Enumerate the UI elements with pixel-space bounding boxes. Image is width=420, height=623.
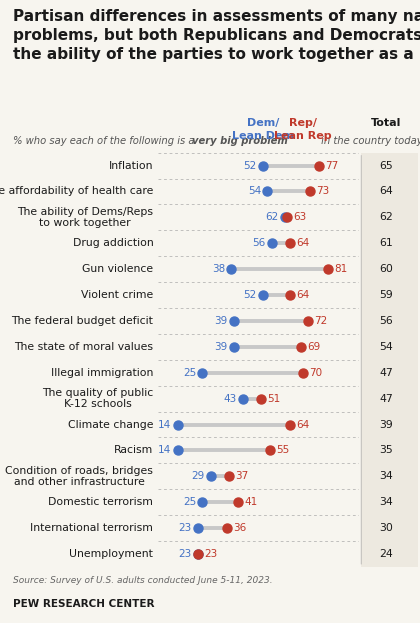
Text: 47: 47 [380, 394, 393, 404]
Text: 59: 59 [380, 290, 393, 300]
Text: 52: 52 [243, 161, 257, 171]
Text: PEW RESEARCH CENTER: PEW RESEARCH CENTER [13, 599, 154, 609]
Text: 72: 72 [314, 316, 327, 326]
Text: Partisan differences in assessments of many national
problems, but both Republic: Partisan differences in assessments of m… [13, 9, 420, 62]
Text: % who say each of the following is a: % who say each of the following is a [13, 136, 197, 146]
Text: Rep/
Lean Rep: Rep/ Lean Rep [274, 118, 332, 141]
Text: 63: 63 [294, 212, 307, 222]
Text: 47: 47 [380, 368, 393, 378]
Text: 30: 30 [379, 523, 394, 533]
Text: 60: 60 [379, 264, 394, 274]
Text: The affordability of health care: The affordability of health care [0, 186, 153, 196]
Text: 56: 56 [252, 238, 265, 248]
Text: 54: 54 [380, 342, 393, 352]
Text: 70: 70 [310, 368, 323, 378]
Text: 36: 36 [233, 523, 247, 533]
Text: The quality of public
K-12 schools: The quality of public K-12 schools [42, 388, 153, 409]
Text: The state of moral values: The state of moral values [14, 342, 153, 352]
Text: Dem/
Lean Dem: Dem/ Lean Dem [232, 118, 294, 141]
Text: The ability of Dems/Reps
to work together: The ability of Dems/Reps to work togethe… [17, 207, 153, 228]
Text: 23: 23 [178, 523, 192, 533]
Text: Violent crime: Violent crime [81, 290, 153, 300]
Text: 77: 77 [325, 161, 338, 171]
Text: 64: 64 [296, 419, 309, 429]
Text: Source: Survey of U.S. adults conducted June 5-11, 2023.: Source: Survey of U.S. adults conducted … [13, 576, 272, 585]
Text: 54: 54 [248, 186, 261, 196]
Text: The federal budget deficit: The federal budget deficit [11, 316, 153, 326]
Text: Climate change: Climate change [68, 419, 153, 429]
Text: 69: 69 [307, 342, 320, 352]
Text: 37: 37 [236, 472, 249, 482]
Text: 73: 73 [316, 186, 329, 196]
Text: 14: 14 [158, 419, 171, 429]
Text: Condition of roads, bridges
and other infrastructure: Condition of roads, bridges and other in… [5, 465, 153, 487]
Text: Racism: Racism [114, 445, 153, 455]
Text: 34: 34 [380, 497, 393, 507]
Text: 41: 41 [244, 497, 257, 507]
Text: Domestic terrorism: Domestic terrorism [48, 497, 153, 507]
Text: 39: 39 [214, 342, 227, 352]
Text: 25: 25 [183, 497, 196, 507]
Text: 56: 56 [380, 316, 393, 326]
Text: 62: 62 [380, 212, 393, 222]
Text: 51: 51 [267, 394, 280, 404]
Text: 65: 65 [380, 161, 393, 171]
Text: 14: 14 [158, 445, 171, 455]
Text: Total: Total [371, 118, 402, 128]
Text: 23: 23 [178, 549, 192, 559]
Text: 29: 29 [192, 472, 205, 482]
Text: 64: 64 [296, 290, 309, 300]
Text: 38: 38 [212, 264, 225, 274]
Text: 55: 55 [276, 445, 289, 455]
Text: 81: 81 [334, 264, 347, 274]
Text: 23: 23 [204, 549, 217, 559]
Text: International terrorism: International terrorism [30, 523, 153, 533]
Text: 25: 25 [183, 368, 196, 378]
Text: 24: 24 [380, 549, 393, 559]
Text: 39: 39 [380, 419, 393, 429]
Text: Inflation: Inflation [109, 161, 153, 171]
Text: 35: 35 [380, 445, 393, 455]
Text: 34: 34 [380, 472, 393, 482]
Text: 64: 64 [380, 186, 393, 196]
Text: Illegal immigration: Illegal immigration [51, 368, 153, 378]
Text: 43: 43 [223, 394, 236, 404]
Text: in the country today: in the country today [318, 136, 420, 146]
Text: Gun violence: Gun violence [82, 264, 153, 274]
Text: very big problem: very big problem [192, 136, 288, 146]
Text: 64: 64 [296, 238, 309, 248]
Text: Drug addiction: Drug addiction [73, 238, 153, 248]
Text: 61: 61 [380, 238, 393, 248]
Text: Unemployment: Unemployment [69, 549, 153, 559]
Text: 62: 62 [266, 212, 279, 222]
Text: 52: 52 [243, 290, 257, 300]
Text: 39: 39 [214, 316, 227, 326]
